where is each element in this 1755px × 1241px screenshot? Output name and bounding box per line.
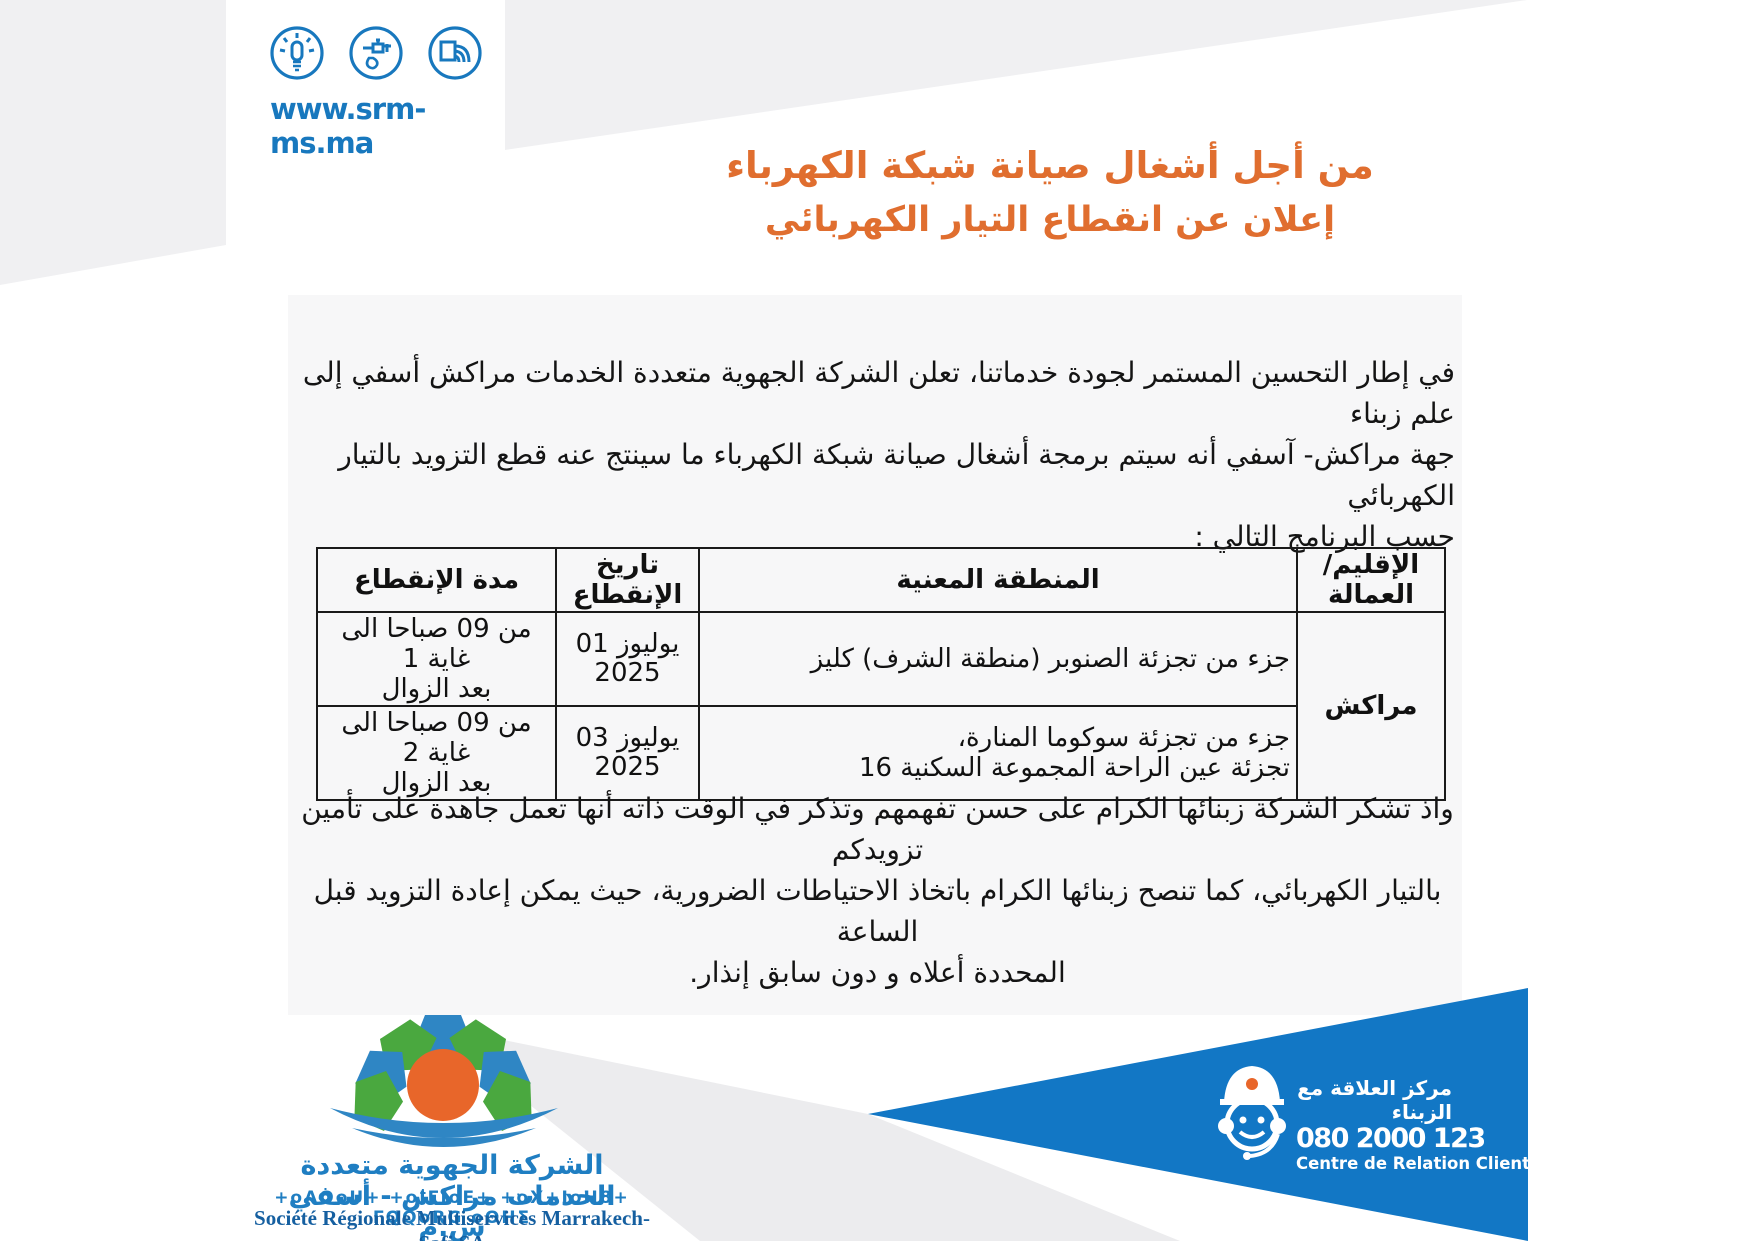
cell-date: 01 يوليوز 2025 <box>555 611 700 707</box>
call-center-block: مركز العلاقة مع الزبناء 080 2000 123 Cen… <box>1296 1076 1531 1173</box>
company-name-tifinagh: +oΛOoU+ +oIΓIoE+ +oX+IoH8+ ΓQQoRG oΘHΣ <box>274 1188 630 1228</box>
topright-gray-band <box>505 0 1527 150</box>
topleft-gray-wedge <box>0 0 226 285</box>
blue-triangle <box>868 988 1528 1241</box>
header-duration: مدة الإنقطاع <box>316 547 557 613</box>
bottom-gray-band <box>430 1025 1180 1241</box>
website-url: www.srm-ms.ma <box>270 92 426 160</box>
call-center-phone: 080 2000 123 <box>1296 1123 1486 1154</box>
intro-paragraph: في إطار التحسين المستمر لجودة خدماتنا، ت… <box>302 356 1455 553</box>
company-name-arabic: الشركة الجهوية متعددة الخدمات مراكش - أس… <box>288 1150 616 1241</box>
cell-province: مراكش <box>1296 611 1446 801</box>
table-row: مراكش جزء من تجزئة الصنوبر (منطقة الشرف)… <box>316 611 1446 801</box>
header-province: الإقليم/العمالة <box>1296 547 1446 613</box>
bulb-icon <box>270 26 324 80</box>
sewer-icon <box>428 26 482 80</box>
cell-area: جزء من تجزئة سوكوما المنارة، تجزئة عين ا… <box>698 705 1298 801</box>
callcenter-mascot-icon <box>1218 1066 1286 1160</box>
closing-paragraph: واذ تشكر الشركة زبنائها الكرام على حسن ت… <box>301 792 1454 989</box>
faucet-icon <box>349 26 403 80</box>
utility-icons <box>270 26 482 80</box>
call-center-label-french: Centre de Relation Client <box>1296 1154 1531 1173</box>
title-line-2: إعلان عن انقطاع التيار الكهربائي <box>764 199 1336 240</box>
outage-schedule-table: الإقليم/العمالة المنطقة المعنية تاريخ ال… <box>316 547 1446 801</box>
company-name-french: Société Régionale Multiservices Marrakec… <box>254 1206 650 1241</box>
cell-duration: من 09 صباحا الى غاية 2 بعد الزوال <box>316 705 557 801</box>
call-center-label-arabic: مركز العلاقة مع الزبناء <box>1297 1076 1452 1124</box>
cell-area: جزء من تجزئة الصنوبر (منطقة الشرف) كليز <box>698 611 1298 707</box>
table-header-row: الإقليم/العمالة المنطقة المعنية تاريخ ال… <box>316 547 1446 613</box>
cell-date: 03 يوليوز 2025 <box>555 705 700 801</box>
table-row: جزء من تجزئة سوكوما المنارة، تجزئة عين ا… <box>316 705 1445 801</box>
header-date: تاريخ الإنقطاع <box>555 547 700 613</box>
title-line-1: من أجل أشغال صيانة شبكة الكهرباء <box>726 144 1374 187</box>
srm-flower-logo <box>330 1015 558 1147</box>
cell-duration: من 09 صباحا الى غاية 1 بعد الزوال <box>316 611 557 707</box>
announcement-title: من أجل أشغال صيانة شبكة الكهرباء إعلان ع… <box>700 138 1400 246</box>
header-area: المنطقة المعنية <box>698 547 1298 613</box>
